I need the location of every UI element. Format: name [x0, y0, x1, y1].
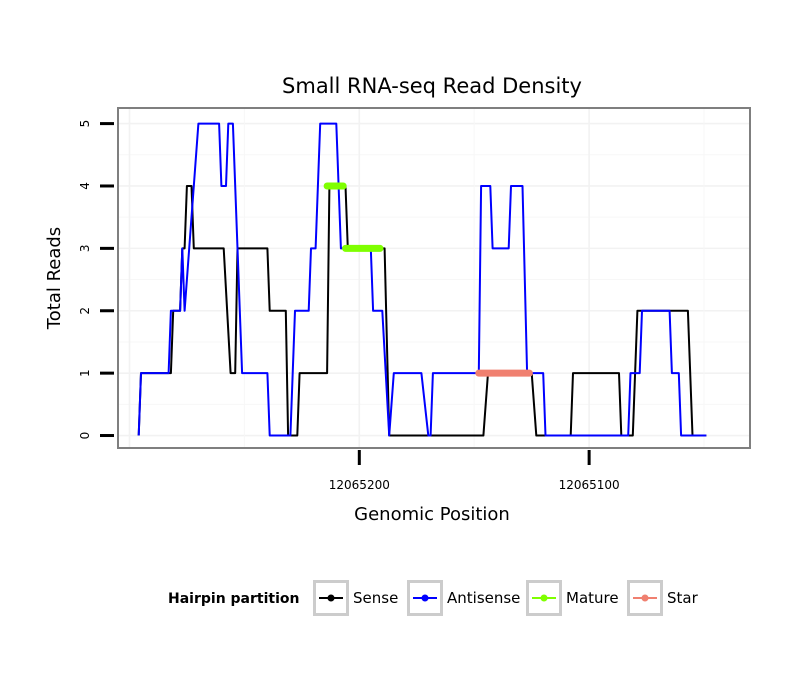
legend-item-antisense: Antisense — [407, 580, 520, 616]
legend: Hairpin partition Sense Antisense Mature St… — [168, 580, 699, 616]
y-tick-label: 4 — [78, 182, 92, 190]
plot-panel — [117, 107, 751, 449]
legend-label-star: Star — [667, 589, 699, 607]
y-tick-label: 5 — [78, 120, 92, 128]
legend-dot-mature — [540, 594, 548, 602]
legend-item-mature: Mature — [526, 580, 619, 616]
legend-label-sense: Sense — [353, 589, 398, 607]
y-axis-title: Total Reads — [44, 227, 65, 330]
legend-item-star: Star — [627, 580, 699, 616]
chart-title: Small RNA-seq Read Density — [282, 74, 582, 98]
grid — [119, 109, 749, 447]
axes: 0 1 2 3 4 5 12065200 12065100 — [78, 120, 620, 492]
y-tick-label: 3 — [78, 245, 92, 253]
y-tick-label: 0 — [78, 432, 92, 440]
series-layer — [137, 122, 707, 437]
legend-label-mature: Mature — [566, 589, 619, 607]
x-axis-title: Genomic Position — [354, 504, 510, 525]
legend-label-antisense: Antisense — [447, 589, 520, 607]
y-tick-label: 1 — [78, 369, 92, 377]
legend-item-sense: Sense — [313, 580, 398, 616]
x-tick-label: 12065200 — [329, 478, 390, 492]
legend-title: Hairpin partition — [168, 591, 299, 607]
sense-series-line — [137, 185, 707, 437]
y-tick-label: 2 — [78, 307, 92, 315]
legend-dot-antisense — [421, 594, 429, 602]
legend-dot-star — [641, 594, 649, 602]
x-tick-label: 12065100 — [559, 478, 620, 492]
legend-dot-sense — [327, 594, 335, 602]
